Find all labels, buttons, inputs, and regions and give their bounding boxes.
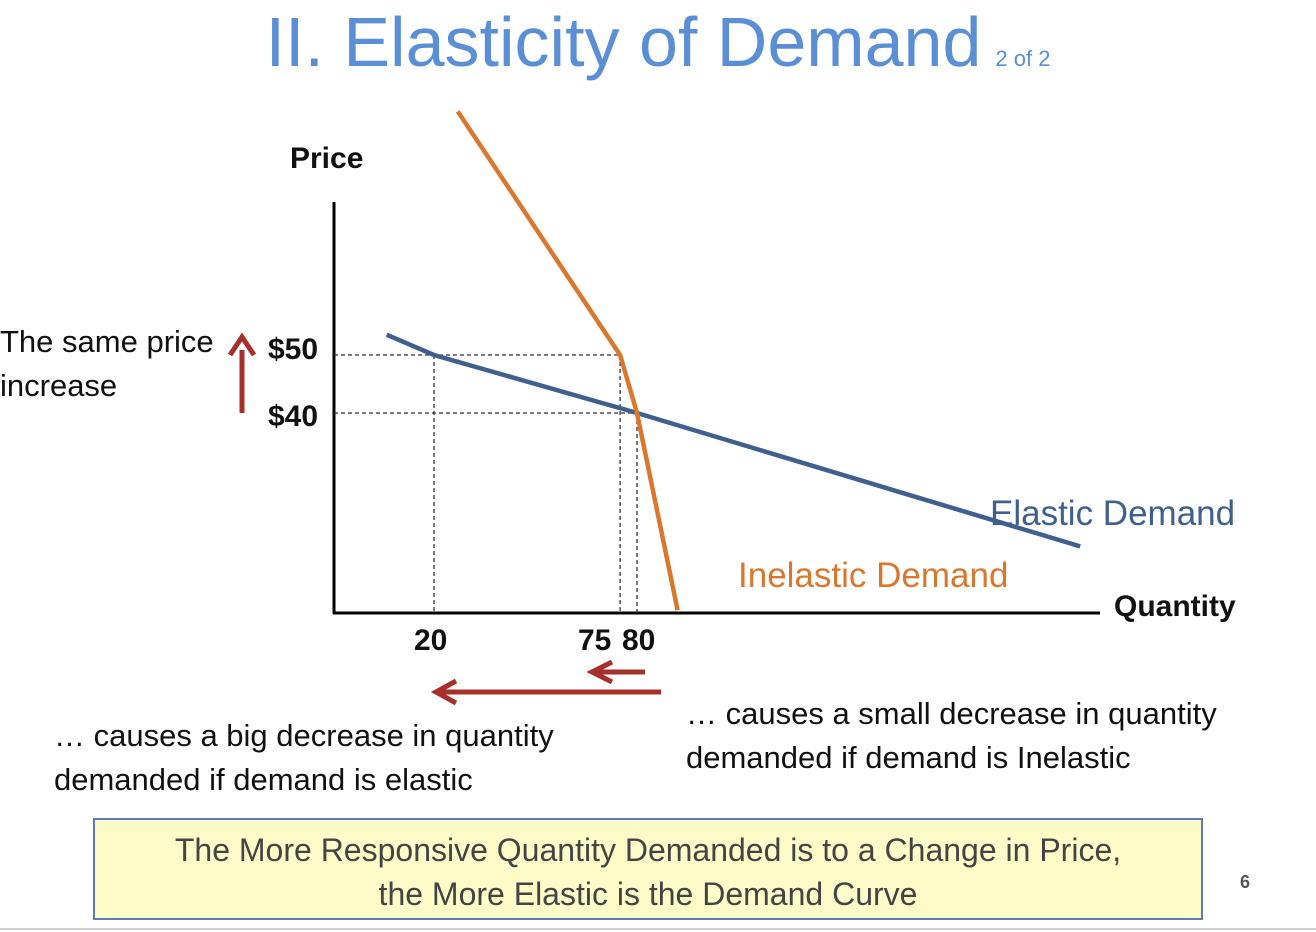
inelastic-demand-label: Inelastic Demand	[738, 556, 1009, 595]
summary-line1: The More Responsive Quantity Demanded is…	[174, 832, 1122, 868]
inelastic-caption: … causes a small decrease in quantity de…	[686, 692, 1217, 780]
elastic-caption: … causes a big decrease in quantity dema…	[54, 714, 554, 802]
price-increase-note-line1: The same price	[0, 324, 214, 359]
slide-title-subtitle: 2 of 2	[995, 46, 1051, 71]
price-increase-note: The same price increase	[0, 320, 214, 408]
big-decrease-arrow	[430, 678, 661, 706]
x-axis-label: Quantity	[1114, 590, 1236, 623]
y-axis-label: Price	[290, 142, 364, 175]
elastic-caption-line2: demanded if demand is elastic	[54, 762, 473, 797]
elastic-demand-line	[385, 332, 1081, 549]
price-increase-arrow	[227, 332, 257, 413]
slide-title: II. Elasticity of Demand 2 of 2	[0, 2, 1316, 99]
slide-title-text: II. Elasticity of Demand	[265, 3, 982, 81]
summary-line2: the More Elastic is the Demand Curve	[378, 876, 918, 912]
y-tick-label-50: $50	[268, 333, 319, 366]
elastic-demand-label: Elastic Demand	[990, 494, 1236, 533]
x-tick-label-75: 75	[578, 624, 612, 657]
small-decrease-arrow	[586, 659, 645, 685]
demand-curves	[385, 110, 1081, 611]
x-tick-label-20: 20	[414, 624, 448, 657]
elastic-caption-line1: … causes a big decrease in quantity	[54, 718, 554, 753]
page-number: 6	[1240, 872, 1251, 892]
summary-box: The More Responsive Quantity Demanded is…	[93, 818, 1203, 920]
reference-lines	[334, 354, 638, 613]
x-tick-label-80: 80	[622, 624, 656, 657]
price-increase-note-line2: increase	[0, 368, 118, 403]
footer-divider	[0, 928, 1316, 930]
inelastic-demand-line	[455, 110, 680, 611]
y-tick-label-40: $40	[268, 400, 319, 433]
inelastic-caption-line1: … causes a small decrease in quantity	[686, 696, 1217, 731]
inelastic-caption-line2: demanded if demand is Inelastic	[686, 740, 1131, 775]
